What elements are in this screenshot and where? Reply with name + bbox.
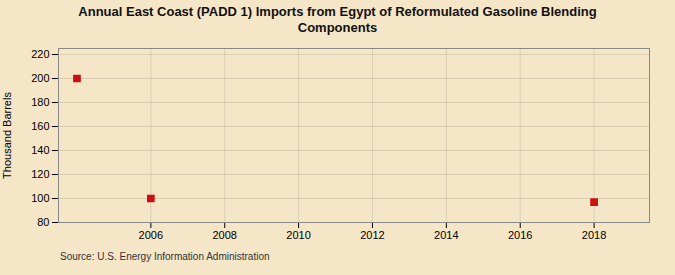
svg-text:80: 80 (37, 216, 49, 228)
html-text:Source: U.S. Energy Informatio: Source: U.S. Energy Information Administ… (60, 251, 270, 262)
svg-text:220: 220 (31, 48, 49, 60)
svg-text:120: 120 (31, 168, 49, 180)
svg-text:180: 180 (31, 96, 49, 108)
svg-text:2008: 2008 (212, 229, 236, 241)
svg-text:2012: 2012 (360, 229, 384, 241)
svg-text:Thousand Barrels: Thousand Barrels (1, 92, 13, 179)
svg-text:2010: 2010 (286, 229, 310, 241)
svg-text:140: 140 (31, 144, 49, 156)
svg-text:2016: 2016 (508, 229, 532, 241)
svg-text:200: 200 (31, 72, 49, 84)
svg-text:2018: 2018 (582, 229, 606, 241)
svg-text:160: 160 (31, 120, 49, 132)
svg-text:2006: 2006 (139, 229, 163, 241)
svg-text:100: 100 (31, 192, 49, 204)
svg-text:2014: 2014 (434, 229, 458, 241)
html-text:Annual East Coast (PADD 1) Imp: Annual East Coast (PADD 1) Imports from … (78, 4, 597, 35)
